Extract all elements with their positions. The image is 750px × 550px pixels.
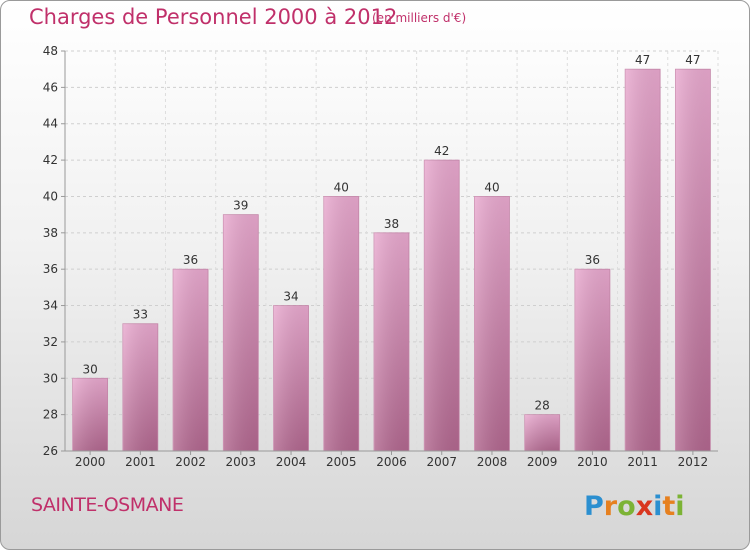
y-tick-label: 38 — [43, 226, 58, 240]
value-label: 34 — [283, 290, 298, 304]
value-label: 36 — [585, 253, 600, 267]
bar-shading — [374, 232, 409, 451]
bar-shading — [323, 196, 359, 451]
y-tick-label: 42 — [43, 153, 58, 167]
axis-layer: 26 28 30 32 34 36 38 40 42 44 46 48 2000 2001 2002 2003… — [43, 44, 718, 469]
value-label: 36 — [183, 253, 198, 267]
bar-shading — [223, 214, 259, 451]
value-label: 38 — [384, 217, 399, 231]
svg-text:Proxiti: Proxiti — [584, 491, 685, 522]
bar-shading — [474, 196, 510, 451]
x-tick-label: 2004 — [276, 455, 307, 469]
x-tick-label: 2006 — [376, 455, 407, 469]
y-tick-label: 36 — [43, 262, 58, 276]
x-tick-label: 2007 — [426, 455, 457, 469]
bar-shading — [675, 69, 711, 451]
value-label: 42 — [434, 144, 449, 158]
bar-shading — [424, 160, 460, 451]
y-tick-label: 44 — [43, 117, 58, 131]
x-tick-label: 2000 — [75, 455, 106, 469]
x-tick-label: 2010 — [577, 455, 608, 469]
y-tick-label: 28 — [43, 408, 58, 422]
bar-shading — [273, 305, 309, 451]
value-label: 39 — [233, 199, 248, 213]
y-tick-label: 26 — [43, 444, 58, 458]
y-tick-label: 48 — [43, 44, 58, 58]
value-label: 40 — [334, 180, 349, 194]
chart-subtitle: (en milliers d'€) — [372, 11, 467, 25]
x-tick-label: 2002 — [175, 455, 206, 469]
x-tick-label: 2011 — [627, 455, 658, 469]
x-tick-label: 2012 — [678, 455, 709, 469]
x-tick-label: 2005 — [326, 455, 357, 469]
x-tick-label: 2008 — [477, 455, 508, 469]
value-label: 47 — [635, 53, 650, 67]
y-tick-label: 40 — [43, 189, 58, 203]
value-label: 30 — [82, 362, 97, 376]
y-tick-label: 32 — [43, 335, 58, 349]
value-label: 28 — [535, 399, 550, 413]
bar-shading — [72, 378, 108, 451]
x-tick-label: 2001 — [125, 455, 156, 469]
bar-shading — [524, 414, 560, 451]
value-label: 33 — [133, 308, 148, 322]
bar-shading — [574, 269, 610, 451]
bar-shading — [625, 69, 661, 451]
chart-title: Charges de Personnel 2000 à 2012 — [29, 5, 398, 29]
y-tick-label: 46 — [43, 80, 58, 94]
value-label: 47 — [685, 53, 700, 67]
y-tick-label: 30 — [43, 371, 58, 385]
x-tick-label: 2009 — [527, 455, 558, 469]
place-name: SAINTE-OSMANE — [31, 494, 184, 516]
bar-shading — [122, 323, 158, 451]
value-label: 40 — [484, 180, 499, 194]
bar-shading — [173, 269, 209, 451]
proxiti-logo: Proxiti — [584, 491, 685, 522]
bar-layer: 30 33 36 39 34 40 38 42 40 28 36 47 47 — [72, 53, 711, 452]
y-tick-label: 34 — [43, 299, 58, 313]
x-tick-label: 2003 — [226, 455, 257, 469]
